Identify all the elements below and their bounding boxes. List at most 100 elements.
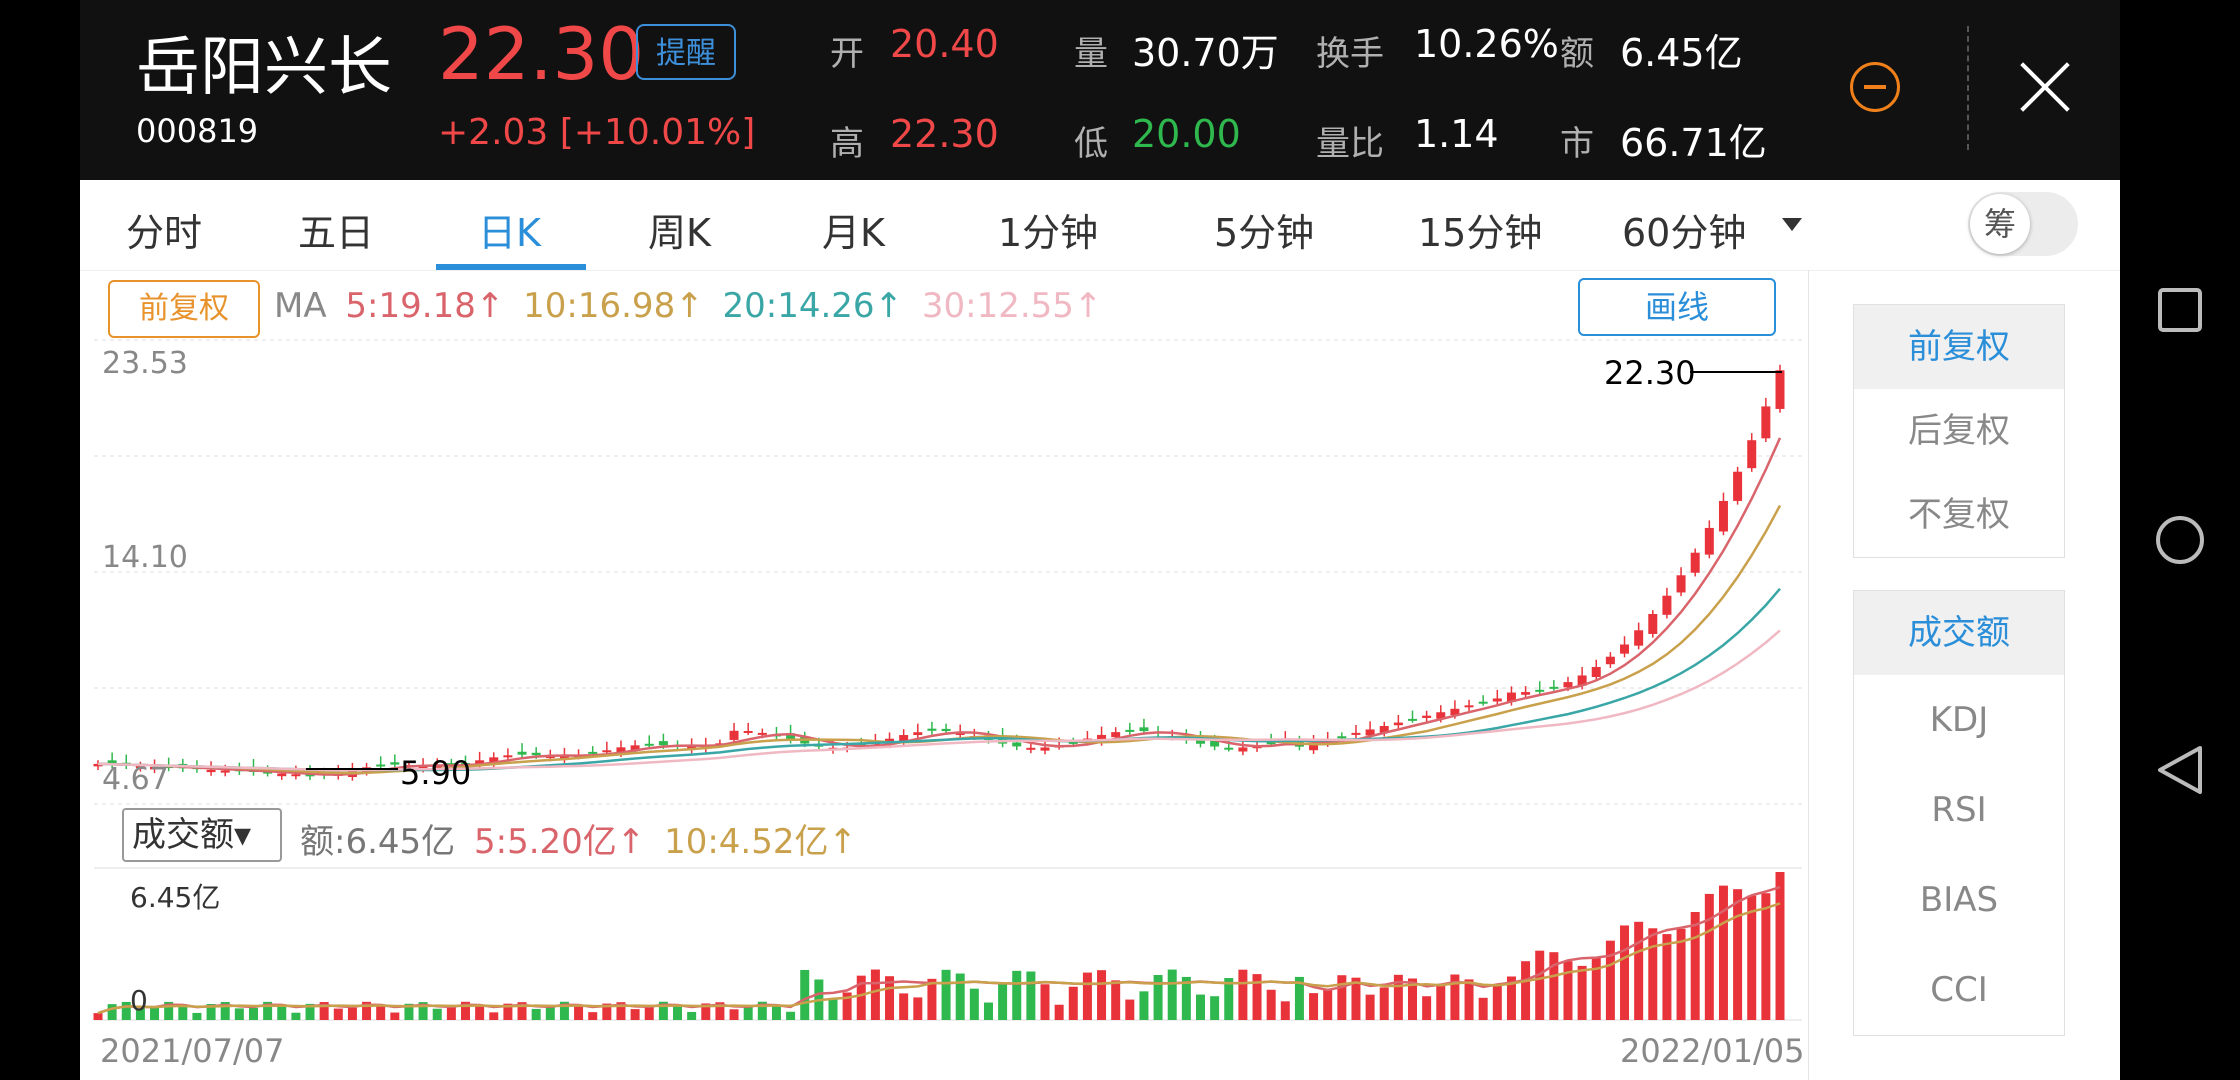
y-axis-mid: 14.10 [102, 540, 188, 575]
volume-bar [899, 993, 909, 1020]
volume-bar [1747, 895, 1757, 1020]
volume-bar [220, 1001, 230, 1020]
volume-bar [1450, 974, 1460, 1020]
tab-item[interactable]: 日K [478, 211, 541, 255]
tab-item[interactable]: 五日 [298, 211, 375, 255]
volume-bar [1676, 928, 1686, 1020]
candle-body [1605, 656, 1615, 665]
side-option[interactable]: 成交额 [1854, 591, 2064, 675]
tab-item[interactable]: 分时 [126, 211, 203, 255]
alert-button[interactable]: 提醒 [636, 24, 736, 80]
candle-body [1337, 736, 1347, 739]
side-option[interactable]: 前复权 [1854, 305, 2064, 389]
candle-body [489, 757, 499, 764]
volume-bar [1591, 957, 1601, 1020]
tab-item[interactable]: 15分钟 [1418, 211, 1543, 255]
tab-active-indicator [436, 264, 586, 270]
tab-item[interactable]: 60分钟 [1622, 211, 1747, 255]
volume-bar [771, 1005, 781, 1020]
draw-line-button[interactable]: 画线 [1578, 278, 1776, 336]
volume-bar [1280, 1001, 1290, 1020]
volume-bar [743, 1007, 753, 1020]
volume-bar [1733, 889, 1743, 1020]
recent-apps-icon[interactable] [2158, 288, 2202, 332]
candle-body [1464, 705, 1474, 708]
candle-body [630, 745, 640, 751]
remove-watchlist-button[interactable] [1850, 62, 1900, 112]
candle-body [1224, 747, 1234, 750]
candle-body [899, 735, 909, 743]
quote-label: 市 [1560, 124, 1594, 164]
volume-bar [955, 973, 965, 1020]
volume-bar [1054, 1004, 1064, 1020]
candle-body [1620, 644, 1630, 654]
y-axis-low: 4.67 [102, 762, 169, 797]
volume-bar [135, 1008, 145, 1020]
candle-body [1393, 722, 1403, 726]
candle-body [1535, 689, 1545, 692]
volume-bar [757, 1001, 767, 1020]
volume-bar [1068, 986, 1078, 1020]
volume-bar [517, 1002, 527, 1020]
volume-bar [842, 992, 852, 1020]
volume-bar [531, 1008, 541, 1020]
candle-body [1704, 527, 1714, 555]
candle-body [1747, 440, 1757, 469]
volume-bar [164, 1001, 174, 1020]
volume-bar [1082, 972, 1092, 1020]
volume-bar [1181, 976, 1191, 1020]
volume-bar [489, 1012, 499, 1020]
candle-body [1379, 726, 1389, 733]
side-option[interactable]: KDJ [1929, 700, 1989, 740]
volume-bar [574, 1004, 584, 1020]
close-icon[interactable] [2010, 52, 2080, 122]
volume-bar [1309, 993, 1319, 1020]
candle-body [1210, 740, 1220, 747]
quote-value: 20.40 [890, 22, 999, 66]
volume-bar [305, 1003, 315, 1020]
volume-bar [432, 1008, 442, 1020]
candle-body [1309, 743, 1319, 751]
indicator-options: 成交额 KDJ RSI BIAS CCI [1853, 590, 2065, 1036]
volume-bar [1210, 996, 1220, 1020]
side-option[interactable]: RSI [1931, 790, 1987, 830]
volume-bar [1605, 940, 1615, 1020]
candlestick-chart[interactable] [80, 270, 1808, 1080]
indicator-select[interactable]: 成交额▾ [122, 808, 282, 862]
candle-body [107, 760, 117, 765]
last-price: 22.30 [438, 12, 645, 96]
volume-bar [404, 1003, 414, 1020]
side-option[interactable]: BIAS [1919, 880, 1999, 920]
candle-body [1450, 708, 1460, 716]
volume-bar [1563, 961, 1573, 1020]
volume-bar [1775, 872, 1785, 1020]
back-icon[interactable] [2158, 746, 2202, 794]
volume-bar [828, 998, 838, 1020]
side-option[interactable]: 不复权 [1908, 495, 2010, 535]
tab-item[interactable]: 周K [648, 211, 711, 255]
volume-bar [588, 1012, 598, 1020]
ma10-value: 10:16.98↑ [523, 286, 704, 326]
candle-body [1266, 742, 1276, 745]
quote-header: 岳阳兴长 000819 22.30 提醒 +2.03 [+10.01%] 开 20… [80, 0, 2120, 180]
y-axis-high: 23.53 [102, 346, 188, 381]
chip-distribution-toggle[interactable]: 筹 [1968, 192, 2078, 256]
chevron-down-icon[interactable] [1782, 218, 1802, 231]
candle-body [1733, 471, 1743, 501]
volume-bar [1478, 997, 1488, 1020]
volume-bar [602, 1003, 612, 1020]
candle-body [644, 743, 654, 746]
tab-item[interactable]: 月K [822, 211, 885, 255]
candle-body [602, 750, 612, 753]
volume-bar [178, 1004, 188, 1020]
side-option[interactable]: CCI [1930, 970, 1988, 1010]
tab-item[interactable]: 5分钟 [1214, 211, 1315, 255]
candle-body [757, 732, 767, 735]
tab-item[interactable]: 1分钟 [998, 211, 1099, 255]
date-end: 2022/01/05 [1620, 1032, 1805, 1070]
adjust-mode-button[interactable]: 前复权 [108, 280, 260, 338]
home-icon[interactable] [2156, 516, 2204, 564]
side-option[interactable]: 后复权 [1908, 411, 2010, 451]
volume-bar [673, 1004, 683, 1020]
candle-body [1097, 734, 1107, 743]
